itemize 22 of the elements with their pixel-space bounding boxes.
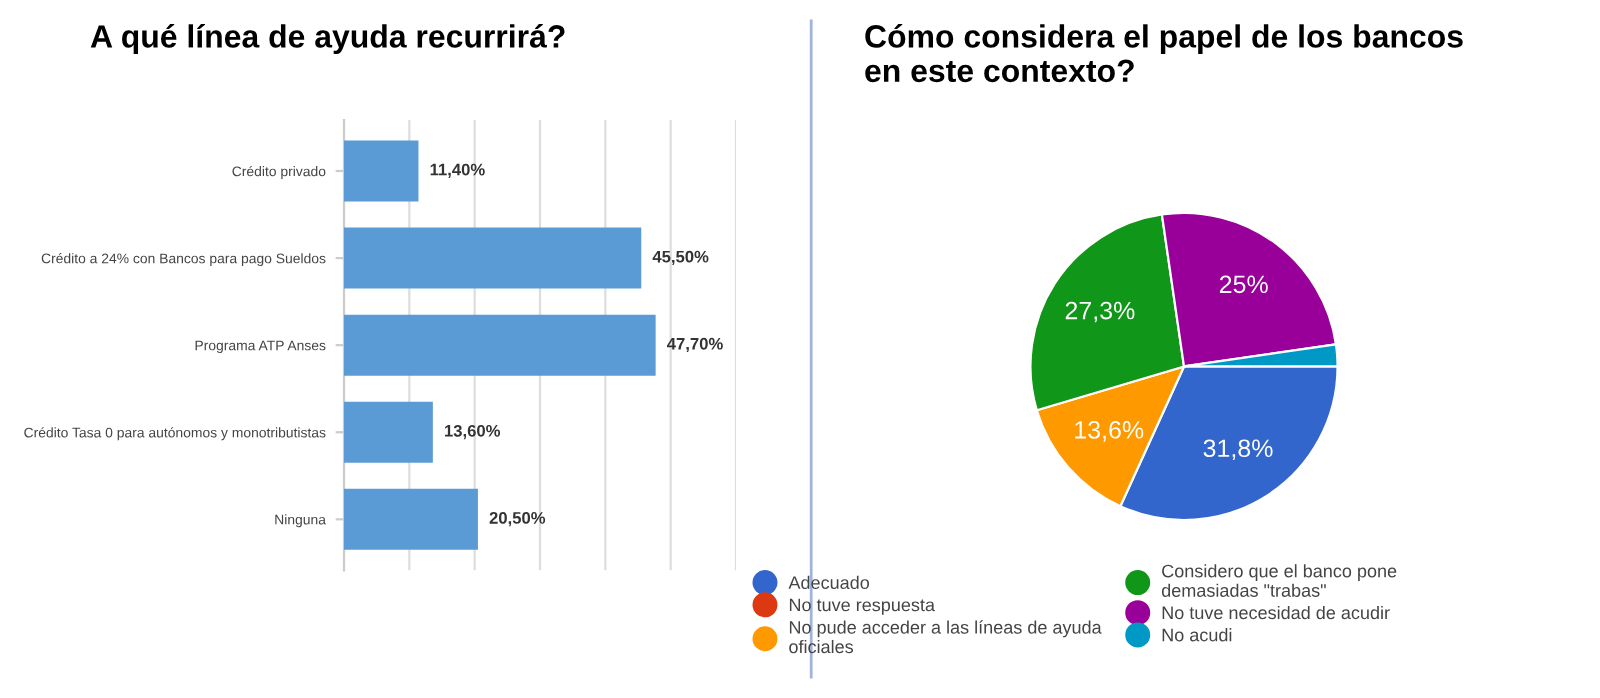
bar — [344, 314, 656, 376]
data-label: 27,3% — [1065, 301, 1135, 323]
bar — [344, 488, 478, 550]
data-label: 11,40% — [430, 163, 485, 178]
legend-label: Considero que el banco pone demasiadas "trabas" — [1161, 564, 1397, 597]
data-label: 45,50% — [652, 250, 709, 265]
legend-label: No tuve respuesta — [789, 598, 935, 615]
legend-label: No tuve necesidad de acudir — [1162, 605, 1390, 620]
chart-title: Cómo considera el papel de los bancos en este contexto? — [865, 24, 1463, 83]
data-label: 20,50% — [489, 512, 546, 527]
data-label: 13,6% — [1075, 420, 1144, 442]
bar — [344, 140, 419, 202]
bar — [344, 401, 433, 463]
data-label: 47,70% — [667, 337, 723, 353]
data-label: 25% — [1219, 275, 1268, 294]
legend-label: Adecuado — [788, 575, 870, 590]
legend-label: No acudi — [1162, 628, 1232, 642]
chart-title: A qué línea de ayuda recurrirá? — [90, 24, 565, 55]
data-label: 31,8% — [1203, 439, 1273, 461]
data-label: 13,60% — [445, 424, 501, 440]
bar — [344, 227, 642, 289]
legend-label: No pude acceder a las líneas de ayuda oficiales — [789, 620, 1102, 654]
